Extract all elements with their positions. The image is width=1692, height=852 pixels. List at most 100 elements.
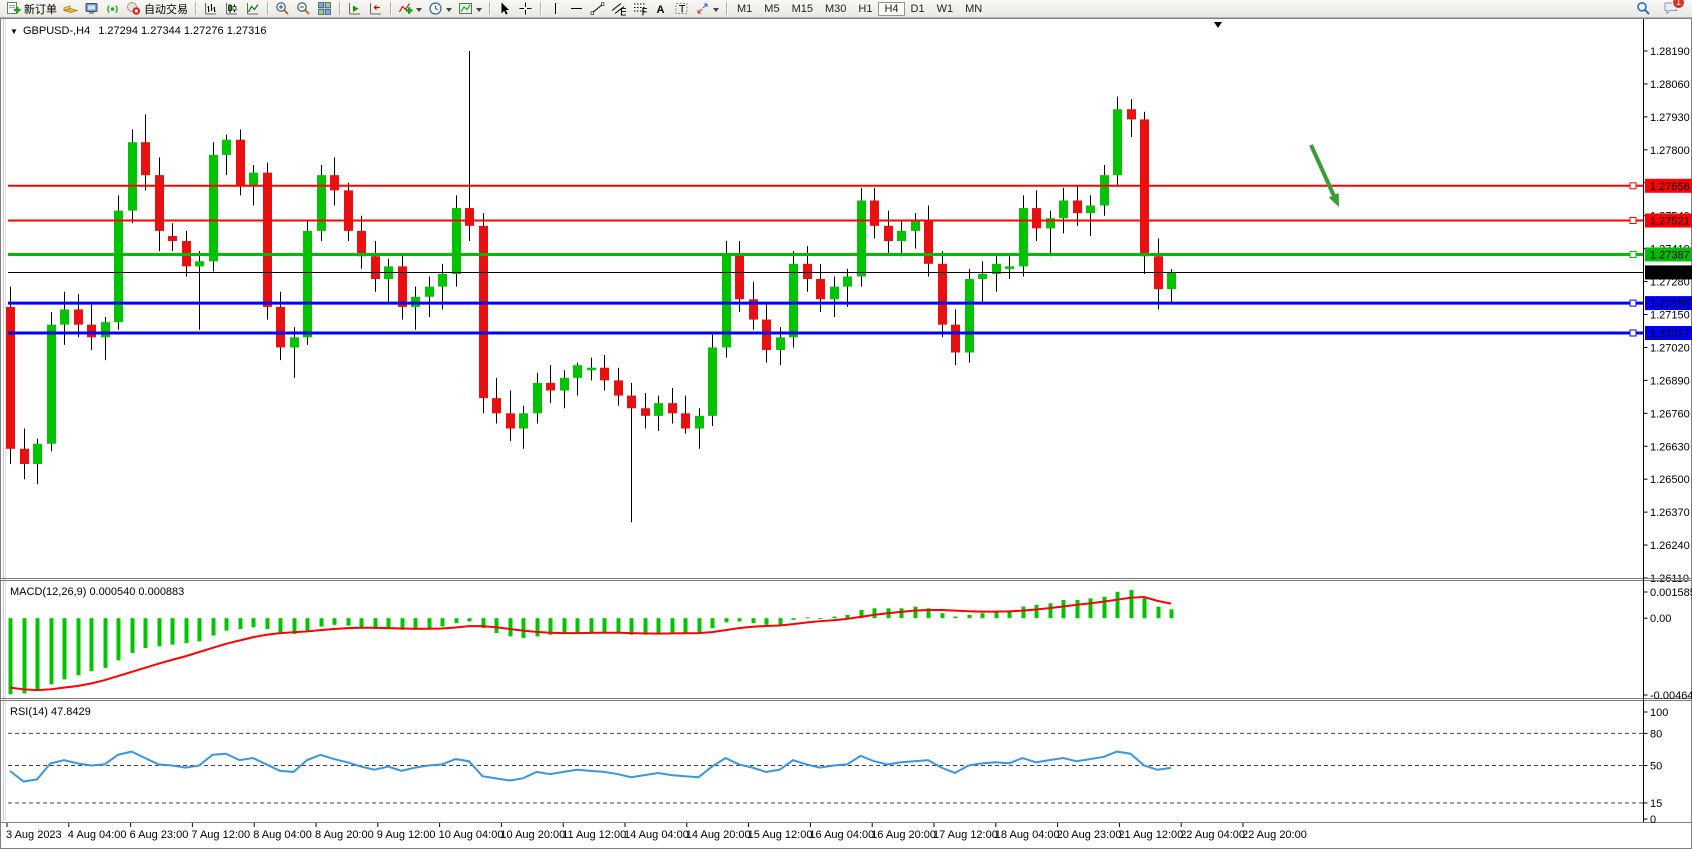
price-tick-label: 1.27930	[1650, 112, 1690, 124]
arrows-tool-button[interactable]	[692, 1, 722, 16]
channel-button[interactable]: E	[608, 1, 629, 16]
candle	[681, 413, 690, 429]
tab-m1[interactable]: M1	[737, 2, 753, 15]
macd-axis-label: 0.001585	[1650, 587, 1692, 599]
tab-m5[interactable]: M5	[764, 2, 780, 15]
macd-histogram-bar	[724, 618, 729, 623]
fibonacci-button[interactable]: F	[629, 1, 650, 16]
metaeditor-button[interactable]	[81, 1, 102, 16]
cursor-button[interactable]	[494, 1, 515, 16]
macd-histogram-bar	[319, 618, 324, 627]
text-label-button[interactable]: T	[671, 1, 692, 16]
macd-histogram-bar	[170, 618, 175, 645]
candle	[924, 220, 933, 264]
tab-w1[interactable]: W1	[936, 2, 954, 15]
auto-scroll-button[interactable]	[344, 1, 365, 16]
macd-histogram-bar	[440, 618, 445, 627]
tab-h1[interactable]: H1	[858, 2, 873, 15]
line-chart-button[interactable]	[242, 1, 263, 16]
vertical-line-button[interactable]	[545, 1, 566, 16]
candle	[992, 263, 1001, 274]
tab-m15[interactable]: M15	[791, 2, 813, 15]
tile-windows-button[interactable]	[314, 1, 335, 16]
macd-histogram-bar	[427, 618, 432, 629]
candle	[641, 408, 650, 416]
level-line-anchor[interactable]	[1629, 182, 1637, 190]
candle	[222, 139, 231, 155]
chat-button[interactable]: 1	[1663, 0, 1685, 18]
indicators-button[interactable]	[395, 1, 425, 16]
macd-histogram-bar	[373, 618, 378, 629]
horizontal-line-button[interactable]	[566, 1, 587, 16]
macd-histogram-bar	[1156, 606, 1161, 619]
periods-dropdown-caret	[446, 8, 452, 15]
autotrading-icon	[127, 2, 141, 15]
tab-d1[interactable]: D1	[910, 2, 925, 15]
svg-text:A: A	[657, 4, 665, 16]
bar-chart-button[interactable]	[200, 1, 221, 16]
level-line-anchor[interactable]	[1629, 299, 1637, 307]
candle	[978, 273, 987, 280]
level-line-anchor[interactable]	[1629, 250, 1637, 258]
candle	[951, 324, 960, 353]
text-label-icon: T	[675, 3, 688, 16]
macd-histogram-bar	[994, 611, 999, 619]
text-tool-button[interactable]: A	[650, 1, 671, 16]
chart-shift-button[interactable]	[365, 1, 386, 16]
market-button[interactable]	[60, 1, 81, 16]
trendline-button[interactable]	[587, 1, 608, 16]
search-icon[interactable]	[1636, 1, 1651, 16]
candle	[546, 382, 555, 391]
ohlc-collapse-icon[interactable]: ▼	[10, 27, 18, 36]
new-order-button[interactable]: 新订单	[3, 1, 60, 16]
candle-chart-button[interactable]	[221, 1, 242, 16]
svg-text:E: E	[620, 7, 626, 17]
macd-histogram-bar	[1102, 596, 1107, 619]
templates-button[interactable]	[455, 1, 485, 16]
macd-histogram-bar	[494, 618, 499, 634]
time-label: 11 Aug 12:00	[562, 829, 626, 841]
time-label: 14 Aug 20:00	[686, 829, 751, 841]
new-order-label: 新订单	[24, 3, 57, 16]
signals-button[interactable]	[102, 1, 123, 16]
zoom-in-button[interactable]	[272, 1, 293, 16]
level-line-anchor[interactable]	[1629, 329, 1637, 337]
price-tick-label: 1.27280	[1650, 277, 1690, 289]
macd-histogram-bar	[1048, 603, 1053, 619]
annotation-arrow[interactable]	[1309, 144, 1336, 197]
level-line-anchor[interactable]	[1629, 217, 1637, 225]
rsi-axis-label: 50	[1650, 761, 1662, 773]
candle	[884, 225, 893, 242]
candle	[506, 413, 515, 429]
chart-shift-marker[interactable]	[1214, 22, 1222, 28]
macd-histogram-bar	[22, 618, 27, 694]
autotrading-button[interactable]: 自动交易	[123, 1, 191, 16]
svg-text:F: F	[642, 7, 648, 17]
chart-frame	[0, 18, 1692, 849]
macd-histogram-bar	[778, 618, 783, 625]
zoom-out-button[interactable]	[293, 1, 314, 16]
macd-histogram-bar	[413, 618, 418, 630]
new-order-icon	[7, 2, 21, 14]
price-label	[1645, 296, 1692, 311]
candle	[87, 324, 96, 338]
time-label: 9 Aug 12:00	[377, 829, 436, 841]
tab-mn[interactable]: MN	[965, 2, 983, 15]
tab-h4[interactable]: H4	[878, 1, 905, 16]
candle	[1086, 205, 1095, 214]
annotation-arrow-head[interactable]	[1328, 193, 1339, 207]
candle	[60, 309, 69, 325]
macd-histogram-bar	[629, 618, 634, 635]
time-label: 10 Aug 20:00	[500, 829, 565, 841]
chart-canvas[interactable]: 1.281901.280601.279301.278001.276701.275…	[0, 18, 1692, 849]
indicators-dropdown-caret	[416, 8, 422, 15]
candle-chart-icon	[226, 3, 237, 15]
candle	[668, 403, 677, 414]
macd-histogram-bar	[508, 618, 513, 637]
periods-button[interactable]	[425, 1, 455, 16]
tab-m30[interactable]: M30	[824, 2, 847, 15]
chart-window: 1.281901.280601.279301.278001.276701.275…	[0, 18, 1692, 849]
crosshair-button[interactable]	[515, 1, 536, 16]
auto-scroll-icon	[349, 3, 360, 15]
zoom-out-icon	[297, 2, 310, 15]
